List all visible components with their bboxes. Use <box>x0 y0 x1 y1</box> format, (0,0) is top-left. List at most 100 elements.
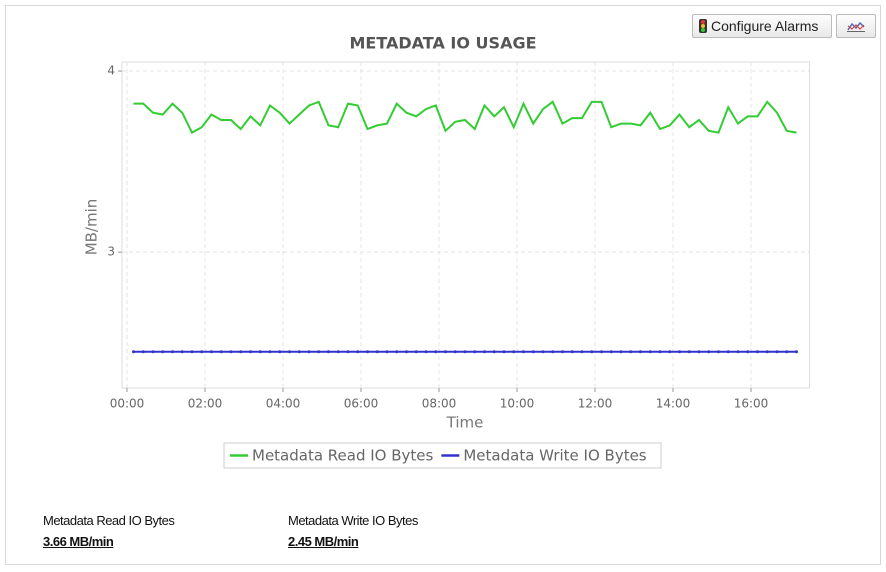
series-marker <box>336 350 340 354</box>
series-marker <box>141 350 145 354</box>
y-axis-label: MB/min <box>83 199 101 256</box>
x-tick-label: 10:00 <box>500 397 535 411</box>
button-label: Configure Alarms <box>711 18 819 34</box>
series-marker <box>629 350 633 354</box>
series-marker <box>288 350 291 354</box>
series-marker <box>717 350 720 354</box>
panel <box>5 5 881 565</box>
series-marker <box>726 350 730 354</box>
summary-read: Metadata Read IO Bytes 3.66 MB/min <box>43 513 175 549</box>
series-marker <box>785 350 789 354</box>
series-marker <box>317 350 321 354</box>
series-marker <box>463 350 467 354</box>
series-marker <box>385 350 389 354</box>
series-marker <box>200 350 204 354</box>
series-marker <box>297 350 301 354</box>
series-marker <box>736 350 740 354</box>
x-tick-label: 04:00 <box>266 397 301 411</box>
series-marker <box>668 350 672 354</box>
series-marker <box>258 350 262 354</box>
series-marker <box>561 350 564 354</box>
summary-label: Metadata Read IO Bytes <box>43 513 175 528</box>
series-marker <box>522 350 525 354</box>
series-marker <box>746 350 750 354</box>
series-marker <box>551 350 555 354</box>
plot-area <box>121 61 810 389</box>
summary-value[interactable]: 2.45 MB/min <box>288 534 359 549</box>
configure-alarms-button[interactable]: Configure Alarms <box>692 14 832 38</box>
x-tick-label: 08:00 <box>422 397 457 411</box>
series-marker <box>639 350 642 354</box>
x-tick-label: 16:00 <box>734 397 769 411</box>
series-marker <box>161 350 165 354</box>
series-marker <box>346 350 350 354</box>
series-marker <box>210 350 213 354</box>
series-marker <box>658 350 662 354</box>
series-marker <box>249 350 252 354</box>
series-marker <box>697 350 701 354</box>
series-marker <box>687 350 691 354</box>
series-marker <box>756 350 759 354</box>
alarm-icon <box>699 19 707 33</box>
series-marker <box>180 350 184 354</box>
series-marker <box>132 350 135 354</box>
chart-title: METADATA IO USAGE <box>349 34 536 53</box>
legend-label: Metadata Write IO Bytes <box>463 447 646 465</box>
series-marker <box>512 350 516 354</box>
x-axis-label: Time <box>446 414 484 432</box>
series-marker <box>502 350 506 354</box>
series-marker <box>278 350 282 354</box>
series-marker <box>190 350 194 354</box>
summary-value[interactable]: 3.66 MB/min <box>43 534 114 549</box>
series-marker <box>327 350 330 354</box>
series-marker <box>307 350 311 354</box>
series-marker <box>444 350 447 354</box>
series-marker <box>395 350 399 354</box>
series-marker <box>541 350 545 354</box>
series-marker <box>570 350 574 354</box>
x-tick-label: 06:00 <box>344 397 379 411</box>
series-marker <box>229 350 233 354</box>
series-marker <box>678 350 681 354</box>
series-marker <box>219 350 223 354</box>
y-tick-label: 4 <box>107 64 115 78</box>
series-marker <box>356 350 360 354</box>
series-marker <box>580 350 584 354</box>
legend-box <box>223 442 662 469</box>
chart-options-button[interactable] <box>836 14 876 38</box>
series-marker <box>795 350 798 354</box>
series-marker <box>239 350 243 354</box>
series-marker <box>648 350 652 354</box>
series-marker <box>171 350 174 354</box>
series-marker <box>590 350 594 354</box>
x-tick-label: 14:00 <box>656 397 691 411</box>
legend-label: Metadata Read IO Bytes <box>252 447 434 465</box>
x-tick-label: 02:00 <box>188 397 223 411</box>
series-marker <box>405 350 408 354</box>
series-marker <box>600 350 603 354</box>
series-marker <box>707 350 711 354</box>
series-line <box>133 100 797 135</box>
series-marker <box>483 350 486 354</box>
summary-label: Metadata Write IO Bytes <box>288 513 418 528</box>
series-marker <box>765 350 769 354</box>
series-marker <box>434 350 438 354</box>
series-marker <box>414 350 418 354</box>
series-marker <box>473 350 477 354</box>
series-marker <box>609 350 613 354</box>
summary-write: Metadata Write IO Bytes 2.45 MB/min <box>288 513 418 549</box>
series-marker <box>366 350 369 354</box>
x-tick-label: 12:00 <box>578 397 613 411</box>
series-marker <box>619 350 623 354</box>
series-marker <box>268 350 272 354</box>
x-tick-label: 00:00 <box>110 397 145 411</box>
series-marker <box>531 350 535 354</box>
series-marker <box>151 350 155 354</box>
series-marker <box>424 350 428 354</box>
chart-icon <box>847 21 865 32</box>
series-marker <box>492 350 496 354</box>
y-tick-label: 3 <box>107 245 115 259</box>
series-marker <box>775 350 779 354</box>
